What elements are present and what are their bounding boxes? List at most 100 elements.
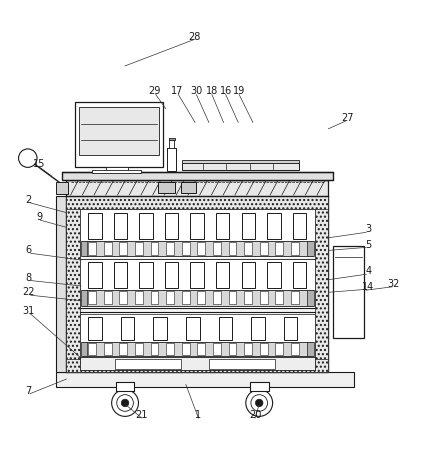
Bar bbox=[169, 140, 174, 148]
Text: 1: 1 bbox=[195, 410, 201, 420]
Bar bbox=[56, 371, 354, 388]
Bar bbox=[291, 242, 299, 255]
Bar bbox=[315, 196, 328, 372]
Bar bbox=[92, 170, 141, 173]
Text: 7: 7 bbox=[25, 386, 32, 396]
Bar bbox=[88, 262, 102, 288]
Text: 3: 3 bbox=[365, 225, 371, 234]
Bar bbox=[197, 291, 205, 305]
Bar bbox=[139, 262, 153, 288]
Bar bbox=[121, 318, 134, 340]
Bar bbox=[119, 242, 127, 255]
Text: 22: 22 bbox=[22, 287, 35, 297]
Bar bbox=[135, 242, 143, 255]
Bar bbox=[66, 196, 328, 209]
Bar bbox=[139, 213, 153, 238]
Bar bbox=[186, 318, 200, 340]
Bar bbox=[104, 344, 111, 355]
Bar bbox=[106, 167, 127, 172]
Bar bbox=[291, 291, 299, 305]
Bar bbox=[219, 318, 232, 340]
Text: 29: 29 bbox=[148, 86, 161, 96]
Text: 20: 20 bbox=[249, 410, 261, 420]
Bar bbox=[242, 213, 255, 238]
Bar bbox=[80, 258, 315, 308]
Bar bbox=[169, 138, 175, 140]
Text: 14: 14 bbox=[362, 282, 374, 292]
Bar bbox=[114, 262, 127, 288]
Bar bbox=[82, 342, 313, 357]
Bar bbox=[56, 196, 68, 372]
Bar bbox=[80, 314, 315, 358]
Bar bbox=[182, 242, 189, 255]
Bar bbox=[165, 262, 179, 288]
Bar bbox=[260, 242, 268, 255]
Bar bbox=[79, 106, 159, 155]
Bar bbox=[244, 344, 252, 355]
Bar bbox=[88, 318, 102, 340]
Bar bbox=[307, 290, 314, 306]
Bar bbox=[293, 213, 306, 238]
Text: 32: 32 bbox=[387, 279, 400, 289]
Bar bbox=[229, 291, 236, 305]
Bar bbox=[284, 318, 298, 340]
Bar bbox=[82, 241, 313, 257]
Bar bbox=[291, 344, 299, 355]
Bar bbox=[151, 291, 158, 305]
Bar bbox=[229, 344, 236, 355]
Circle shape bbox=[255, 399, 263, 407]
Bar bbox=[267, 213, 281, 238]
Text: 18: 18 bbox=[206, 86, 218, 96]
Bar bbox=[56, 182, 68, 194]
Text: 9: 9 bbox=[36, 212, 42, 222]
Bar bbox=[114, 213, 127, 238]
Bar bbox=[250, 382, 269, 391]
Text: 16: 16 bbox=[219, 86, 232, 96]
Bar bbox=[260, 291, 268, 305]
Bar bbox=[244, 242, 252, 255]
Bar bbox=[197, 344, 205, 355]
Bar bbox=[213, 344, 221, 355]
Bar bbox=[293, 262, 306, 288]
Bar bbox=[119, 344, 127, 355]
Bar bbox=[88, 344, 96, 355]
Bar bbox=[229, 242, 236, 255]
Text: 28: 28 bbox=[188, 31, 200, 42]
Bar bbox=[190, 213, 204, 238]
Bar bbox=[66, 180, 328, 196]
Bar bbox=[166, 242, 174, 255]
Text: 27: 27 bbox=[341, 113, 354, 123]
Bar bbox=[119, 291, 127, 305]
Bar bbox=[62, 172, 333, 180]
Bar bbox=[158, 182, 175, 194]
Bar bbox=[66, 196, 80, 372]
Text: 2: 2 bbox=[25, 195, 32, 205]
Bar bbox=[81, 290, 87, 306]
Bar bbox=[75, 102, 163, 167]
Bar bbox=[104, 242, 111, 255]
Bar bbox=[135, 291, 143, 305]
Bar bbox=[165, 213, 179, 238]
Text: 30: 30 bbox=[190, 86, 203, 96]
Bar bbox=[267, 262, 281, 288]
Bar bbox=[80, 209, 315, 258]
Bar bbox=[81, 342, 87, 357]
Bar bbox=[166, 344, 174, 355]
Bar bbox=[116, 382, 135, 391]
Bar bbox=[276, 291, 283, 305]
Text: 15: 15 bbox=[33, 159, 45, 169]
Bar bbox=[81, 241, 87, 257]
Bar bbox=[135, 344, 143, 355]
Bar bbox=[216, 213, 230, 238]
Bar bbox=[151, 242, 158, 255]
Bar bbox=[260, 344, 268, 355]
Bar bbox=[66, 196, 328, 372]
Bar bbox=[88, 291, 96, 305]
Bar bbox=[190, 262, 204, 288]
Bar bbox=[181, 182, 196, 194]
Bar bbox=[82, 290, 313, 306]
Bar bbox=[181, 163, 299, 170]
Bar bbox=[182, 344, 189, 355]
Text: 6: 6 bbox=[26, 245, 32, 256]
Bar bbox=[333, 246, 364, 338]
